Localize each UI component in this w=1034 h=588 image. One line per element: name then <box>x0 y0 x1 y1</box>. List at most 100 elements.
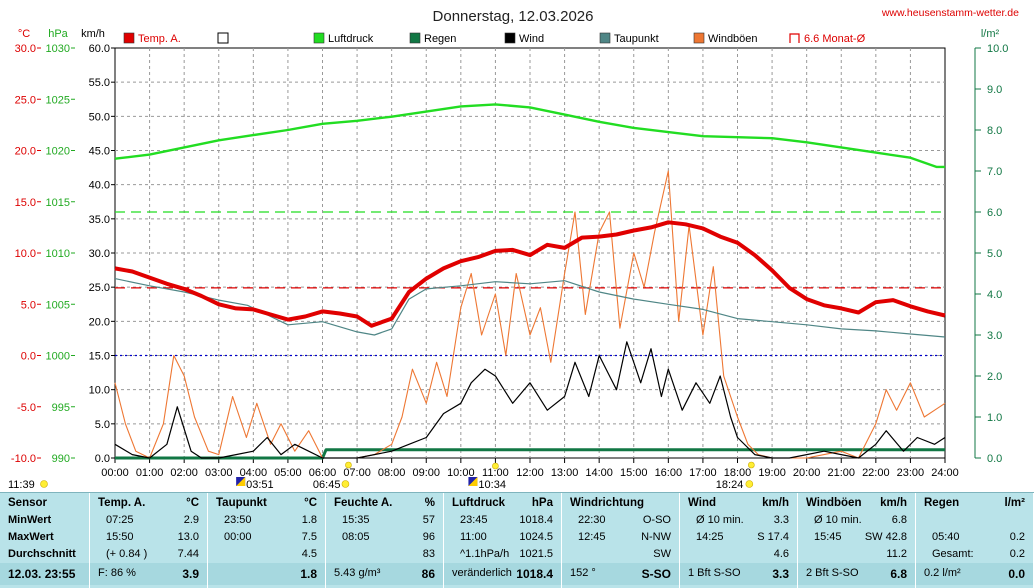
x-tick-label: 11:00 <box>482 467 509 479</box>
summary-current-row: 12.03. 23:55 <box>0 566 89 582</box>
reference-lines <box>115 211 945 357</box>
summary-row-time: 11:00 <box>460 531 487 543</box>
wind-tick-label: 20.0 <box>89 316 110 328</box>
summary-row-time: Ø 10 min. <box>814 514 862 526</box>
summary-column: Regen l/m² 05:40 0.2 Gesamt: 0.2 0.2 l/m² 0.0 <box>916 493 1034 588</box>
summary-row-label: MinWert <box>8 514 52 526</box>
summary-row: 12:45 N-NW <box>562 530 679 546</box>
summary-title: Feuchte A. <box>334 497 393 509</box>
summary-row-time: 00:00 <box>224 531 252 543</box>
legend-label: Temp. A. <box>138 33 181 45</box>
summary-current-value: 0.0 <box>1008 567 1025 581</box>
legend-swatch <box>217 32 229 44</box>
wind-tick-label: 25.0 <box>89 282 110 294</box>
sunrise-icon <box>341 480 350 488</box>
moon-icon-half <box>468 477 478 486</box>
summary-current-row: 1 Bft S-SO 3.3 <box>680 566 797 582</box>
rain-tick-label: 4.0 <box>987 289 1002 301</box>
summary-unit: °C <box>186 497 199 509</box>
summary-row-time: 15:45 <box>814 531 842 543</box>
summary-row-time: 23:50 <box>224 514 252 526</box>
summary-row-time: 08:05 <box>342 531 370 543</box>
summary-title: Taupunkt <box>216 497 267 509</box>
axis-event-dot <box>345 461 352 469</box>
summary-column: Luftdruck hPa 23:45 1018.4 11:00 1024.5 ^1.1hP… <box>444 493 562 588</box>
summary-row-time: 15:50 <box>106 531 134 543</box>
summary-row: 4.5 <box>208 547 325 563</box>
x-tick-label: 23:00 <box>897 467 925 479</box>
legend-swatch <box>409 32 421 44</box>
summary-row: (+ 0.84 ) 7.44 <box>90 547 207 563</box>
summary-current-time: 12.03. 23:55 <box>8 567 76 581</box>
summary-unit: hPa <box>531 497 553 509</box>
summary-current-row: 0.2 l/m² 0.0 <box>916 566 1033 582</box>
series-lines <box>114 103 946 460</box>
summary-row-time: 15:35 <box>342 514 370 526</box>
moon-time-label: 10:34 <box>478 479 506 491</box>
pressure-tick-label: 1005 <box>46 299 70 311</box>
wind-tick-label: 60.0 <box>89 43 110 55</box>
summary-row-time: Ø 10 min. <box>696 514 744 526</box>
temp-tick-label: -5.0 <box>17 402 36 414</box>
right-axis: 10.0 9.0 8.0 7.0 6.0 5.0 4.0 3.0 2.0 1.0 0.0 <box>974 43 1008 465</box>
summary-column: Sensor MinWert MaxWert Durchschnitt 12.03. 2… <box>0 493 90 588</box>
summary-row: 14:25 S 17.4 <box>680 530 797 546</box>
legend-label: Regen <box>424 33 456 45</box>
summary-column: Taupunkt °C 23:50 1.8 00:00 7.5 4.5 1.8 <box>208 493 326 588</box>
legend: Temp. A. Luftdruck Regen Wind Taupunkt Windbö… <box>123 32 866 45</box>
x-tick-label: 02:00 <box>170 467 198 479</box>
x-tick-label: 03:00 <box>205 467 233 479</box>
summary-column: Feuchte A.% 15:35 57 08:05 96 83 5.43 g/m³ 86 <box>326 493 444 588</box>
summary-current-note: 152 ° <box>570 567 596 579</box>
x-tick-label: 06:00 <box>309 467 337 479</box>
summary-header: Windrichtung <box>562 496 679 512</box>
summary-row-value: 4.6 <box>773 548 789 560</box>
wind-tick-label: 0.0 <box>95 453 110 465</box>
x-tick-label: 01:00 <box>136 467 164 479</box>
moon-icon-half <box>236 477 246 486</box>
summary-unit: km/h <box>880 497 907 509</box>
summary-row-time: 05:40 <box>932 531 960 543</box>
summary-row-value: N-NW <box>641 531 671 543</box>
temp-tick-label: 0.0 <box>21 351 36 363</box>
site-link[interactable]: www.heusenstamm-wetter.de <box>881 7 1019 19</box>
summary-column: Windböen km/h Ø 10 min. 6.8 15:45 SW 42.8 11.2… <box>798 493 916 588</box>
summary-row-value: 3.3 <box>773 514 789 526</box>
summary-row: MaxWert <box>0 530 89 546</box>
summary-current-note: 1 Bft S-SO <box>688 567 741 579</box>
chart-title: Donnerstag, 12.03.2026 <box>433 8 594 25</box>
summary-current-band <box>0 563 1034 585</box>
summary-current-value: 1018.4 <box>516 567 553 581</box>
series-line-luftdruck <box>114 103 945 169</box>
summary-table: Sensor MinWert MaxWert Durchschnitt 12.03. 2… <box>0 492 1034 588</box>
series-line-wind <box>114 341 946 459</box>
x-tick-label: 10:00 <box>447 467 475 479</box>
summary-unit: l/m² <box>1004 497 1025 509</box>
summary-row: 4.6 <box>680 547 797 563</box>
summary-row-value: O-SO <box>642 514 671 526</box>
moon-time-label: 03:51 <box>246 479 274 491</box>
summary-row: 23:50 1.8 <box>208 513 325 529</box>
wind-tick-label: 50.0 <box>89 111 110 123</box>
sunset-label: 18:24 <box>716 479 744 491</box>
summary-current-note: 2 Bft S-SO <box>806 567 859 579</box>
summary-row: 83 <box>326 547 443 563</box>
rain-tick-label: 5.0 <box>987 248 1002 260</box>
legend-swatch <box>789 33 800 43</box>
summary-row: Ø 10 min. 3.3 <box>680 513 797 529</box>
sunrise-label: 06:45 <box>313 479 341 491</box>
summary-current-value: 86 <box>421 567 435 581</box>
x-tick-label: 08:00 <box>378 467 406 479</box>
summary-row: 11:00 1024.5 <box>444 530 561 546</box>
summary-header: Sensor <box>0 496 89 512</box>
summary-row-value: 2.9 <box>183 514 199 526</box>
temp-tick-label: 5.0 <box>21 299 36 311</box>
summary-row-value: 11.2 <box>886 548 907 560</box>
summary-row-value: 96 <box>422 531 435 543</box>
summary-current-row: 5.43 g/m³ 86 <box>326 566 443 582</box>
chart-grid <box>115 48 945 458</box>
summary-current-row: 1.8 <box>208 566 325 582</box>
x-tick-label: 24:00 <box>931 467 959 479</box>
summary-row-value: 6.8 <box>891 514 907 526</box>
summary-row-value: 7.5 <box>301 531 317 543</box>
